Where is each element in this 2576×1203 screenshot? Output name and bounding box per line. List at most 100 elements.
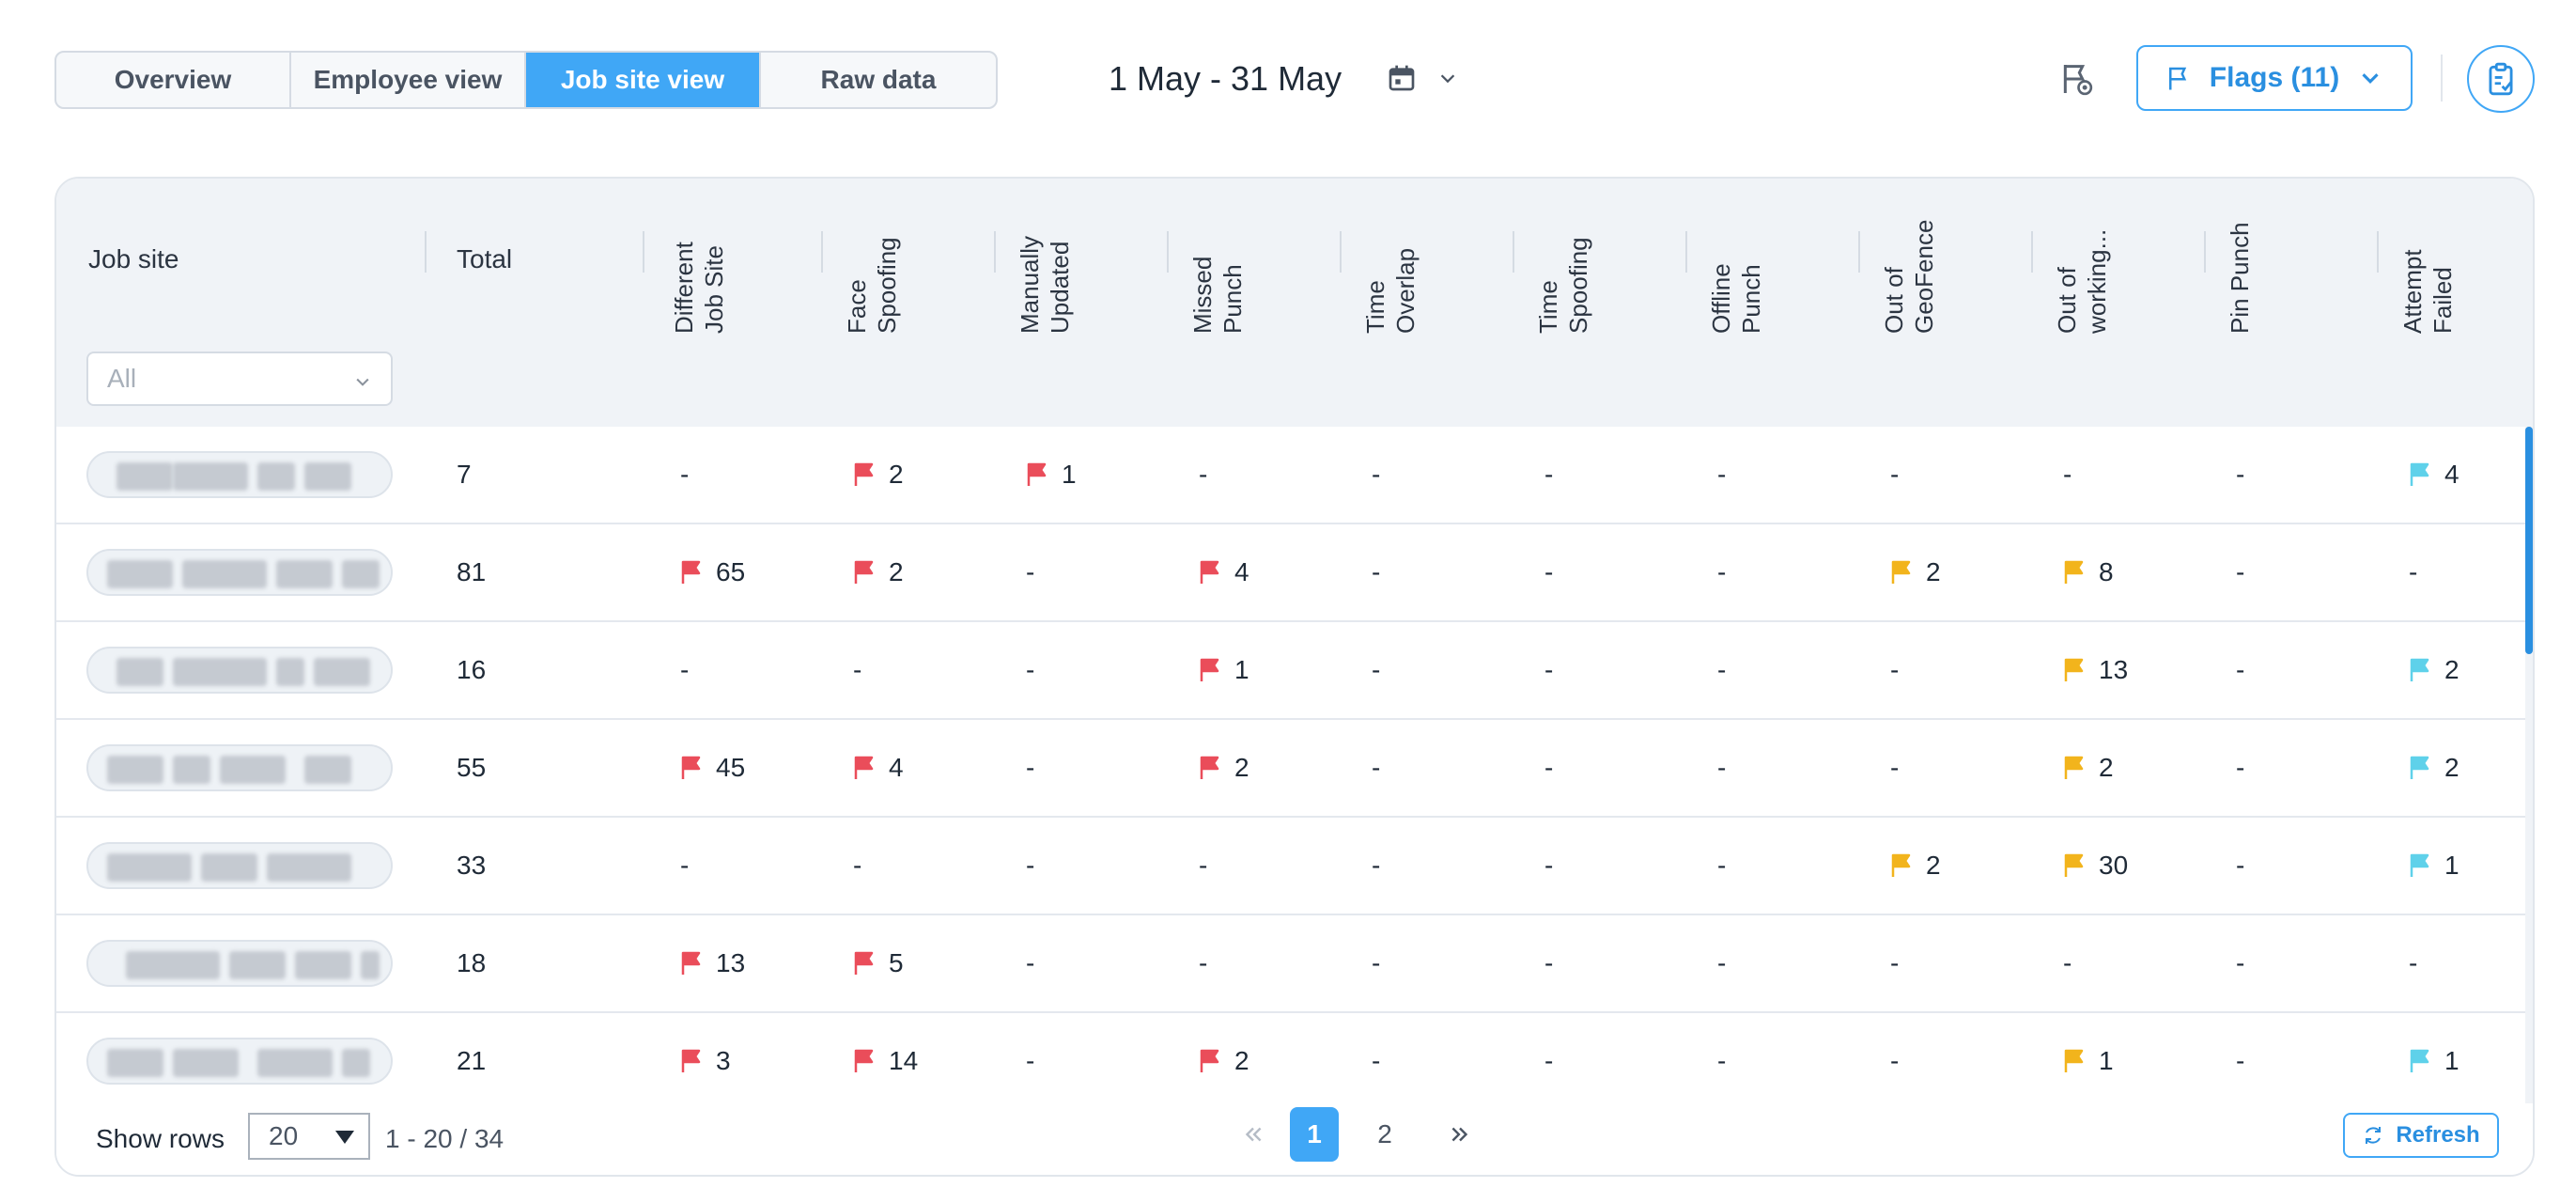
flag-count-value: - xyxy=(1199,851,1208,880)
flag-count-value: - xyxy=(853,655,862,684)
flag-count-cell[interactable]: 2 xyxy=(2409,622,2460,718)
flag-count-cell[interactable]: 2 xyxy=(1199,720,1249,816)
flag-count-cell[interactable]: 2 xyxy=(1890,524,1941,620)
last-page-button[interactable] xyxy=(1441,1107,1479,1162)
flag-count-cell: - xyxy=(1544,622,1553,718)
table-row[interactable]: 18 13 5 - - - - - - - - - xyxy=(56,915,2525,1013)
flag-count-cell[interactable]: 2 xyxy=(2063,720,2114,816)
tab-employee-view[interactable]: Employee view xyxy=(291,53,526,107)
flag-count-cell[interactable]: 4 xyxy=(1199,524,1249,620)
tab-overview[interactable]: Overview xyxy=(56,53,291,107)
clipboard-check-icon xyxy=(2489,62,2513,96)
flag-count-cell[interactable]: 1 xyxy=(2409,818,2460,914)
tab-raw-data[interactable]: Raw data xyxy=(820,65,937,94)
flag-count-cell[interactable]: 2 xyxy=(853,427,904,523)
flag-count-cell: - xyxy=(2063,915,2072,1011)
column-header-flag[interactable]: Out of working... xyxy=(2052,179,2112,334)
flag-count-cell[interactable]: 5 xyxy=(853,915,904,1011)
column-header-flag[interactable]: Time Overlap xyxy=(1360,179,1420,334)
flag-count-cell[interactable]: 3 xyxy=(680,1013,731,1109)
flag-count-value: - xyxy=(2236,655,2245,684)
column-header-flag[interactable]: Face Spoofing xyxy=(842,179,902,334)
column-header-flag[interactable]: Offline Punch xyxy=(1706,179,1766,334)
total-cell: 16 xyxy=(457,655,487,684)
flag-count-cell: - xyxy=(1544,818,1553,914)
tab-job-site-view[interactable]: Job site view xyxy=(526,53,761,107)
flag-count-value: 8 xyxy=(2099,557,2114,586)
double-chevron-left-icon xyxy=(1245,1127,1262,1142)
column-header-flag[interactable]: Out of GeoFence xyxy=(1879,179,1939,334)
flag-visibility-icon[interactable] xyxy=(2057,60,2095,98)
page-button-2[interactable]: 2 xyxy=(1377,1119,1392,1148)
job-site-name-redacted[interactable] xyxy=(86,647,393,694)
refresh-button[interactable]: Refresh xyxy=(2343,1113,2499,1158)
flag-count-value: 2 xyxy=(2099,753,2114,782)
flag-count-cell[interactable]: 1 xyxy=(2409,1013,2460,1109)
flag-count-cell[interactable]: 1 xyxy=(2063,1013,2114,1109)
flag-count-cell[interactable]: 4 xyxy=(2409,427,2460,523)
table-body: 7-2 1- - - - - - -4 81 65 2-4- - -2 8- -16- - -1- - - -13-2… xyxy=(56,427,2525,1111)
clipboard-button[interactable] xyxy=(2467,45,2535,113)
pagination-range: 1 - 20 / 34 xyxy=(385,1124,504,1153)
job-site-name-redacted[interactable] xyxy=(86,940,393,987)
total-cell: 7 xyxy=(457,460,472,489)
flag-count-cell[interactable]: 1 xyxy=(1199,622,1249,718)
flag-count-cell[interactable]: 2 xyxy=(1199,1013,1249,1109)
flag-count-cell[interactable]: 8 xyxy=(2063,524,2114,620)
redaction-block xyxy=(116,462,173,491)
column-header-total[interactable]: Total xyxy=(457,244,513,273)
job-site-name-redacted[interactable] xyxy=(86,842,393,889)
rows-per-page-select[interactable]: 20 xyxy=(248,1113,370,1160)
job-site-name-redacted[interactable] xyxy=(86,451,393,498)
column-header-flag[interactable]: Manually Updated xyxy=(1015,179,1075,334)
column-separator xyxy=(2377,231,2379,273)
job-site-filter-select[interactable]: All xyxy=(86,352,393,406)
redaction-block xyxy=(173,658,267,686)
flag-count-cell[interactable]: 14 xyxy=(853,1013,918,1109)
column-header-line: Failed xyxy=(2429,267,2457,334)
flag-count-cell[interactable]: 2 xyxy=(2409,720,2460,816)
job-site-name-redacted[interactable] xyxy=(86,1038,393,1085)
column-header-flag[interactable]: Missed Punch xyxy=(1187,179,1248,334)
flag-count-cell[interactable]: 13 xyxy=(2063,622,2128,718)
flag-count-cell[interactable]: 45 xyxy=(680,720,745,816)
flag-count-cell[interactable]: 13 xyxy=(680,915,745,1011)
table-scrollbar-thumb[interactable] xyxy=(2525,427,2533,654)
column-header-line: Time xyxy=(1534,280,1562,334)
flag-count-value: - xyxy=(1544,460,1554,489)
flag-count-value: - xyxy=(1890,460,1900,489)
job-site-name-redacted[interactable] xyxy=(86,744,393,791)
table-row[interactable]: 55 45 4 - 2 - - - - 2 - 2 xyxy=(56,720,2525,818)
flag-count-value: - xyxy=(2409,948,2418,977)
chevron-down-icon[interactable] xyxy=(1437,68,1458,88)
table-row[interactable]: 16 - - - 1 - - - - 13 - 2 xyxy=(56,622,2525,720)
flag-count-cell[interactable]: 4 xyxy=(853,720,904,816)
flag-count-cell[interactable]: 2 xyxy=(853,524,904,620)
table-row[interactable]: 21 3 14 - 2 - - - - 1 - 1 xyxy=(56,1013,2525,1111)
table-scrollbar-track[interactable] xyxy=(2525,427,2533,1103)
first-page-button[interactable] xyxy=(1234,1107,1272,1162)
column-header-flag[interactable]: Different Job Site xyxy=(669,179,729,334)
table-row[interactable]: 81 65 2 - 4 - - - 2 8 - - xyxy=(56,524,2525,622)
flag-icon xyxy=(1027,462,1047,486)
column-header-line: Spoofing xyxy=(873,237,901,334)
flags-button[interactable]: Flags (11) xyxy=(2136,45,2413,111)
flag-count-cell[interactable]: 1 xyxy=(1026,427,1077,523)
flag-count-value: - xyxy=(1890,948,1900,977)
flag-count-cell[interactable]: 2 xyxy=(1890,818,1941,914)
flag-count-cell[interactable]: 30 xyxy=(2063,818,2128,914)
flag-count-value: 3 xyxy=(716,1046,731,1075)
job-site-name-redacted[interactable] xyxy=(86,549,393,596)
column-header-flag[interactable]: Pin Punch xyxy=(2225,179,2255,334)
flag-count-cell[interactable]: 65 xyxy=(680,524,745,620)
calendar-icon[interactable] xyxy=(1387,62,1417,94)
redaction-block xyxy=(361,951,380,979)
column-header-flag[interactable]: Time Spoofing xyxy=(1533,179,1593,334)
column-header-job-site[interactable]: Job site xyxy=(88,244,179,273)
column-header-flag[interactable]: Attempt Failed xyxy=(2398,179,2458,334)
column-header-line: Job Site xyxy=(700,245,728,334)
table-row[interactable]: 7 - 2 1 - - - - - - - 4 xyxy=(56,427,2525,524)
table-row[interactable]: 33 - - - - - - - 2 30 - 1 xyxy=(56,818,2525,915)
flag-count-value: - xyxy=(1544,557,1554,586)
page-button-1[interactable]: 1 xyxy=(1290,1107,1339,1162)
